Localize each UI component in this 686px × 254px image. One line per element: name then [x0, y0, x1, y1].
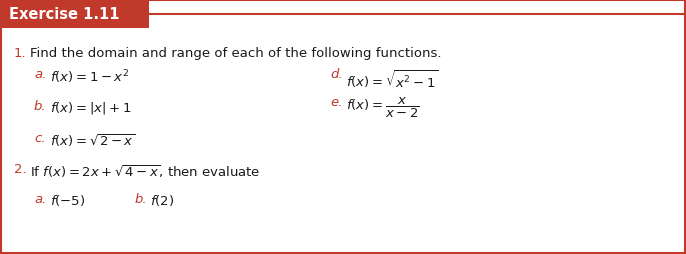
Text: a.: a.: [34, 68, 47, 81]
Text: e.: e.: [330, 96, 342, 108]
Text: 1.: 1.: [14, 47, 27, 60]
Text: $f(x) = \sqrt{x^2 - 1}$: $f(x) = \sqrt{x^2 - 1}$: [346, 68, 438, 89]
Text: $f(x) = |x| + 1$: $f(x) = |x| + 1$: [50, 100, 132, 116]
Text: $f(x) = \dfrac{x}{x-2}$: $f(x) = \dfrac{x}{x-2}$: [346, 96, 420, 120]
Text: Find the domain and range of each of the following functions.: Find the domain and range of each of the…: [30, 47, 442, 60]
Bar: [1, 1, 149, 29]
Text: If $f(x) = 2x + \sqrt{4 - x}$, then evaluate: If $f(x) = 2x + \sqrt{4 - x}$, then eval…: [30, 162, 261, 179]
Text: $f(x) = 1 - x^2$: $f(x) = 1 - x^2$: [50, 68, 129, 85]
Text: $f(2)$: $f(2)$: [150, 192, 174, 207]
Text: 2.: 2.: [14, 162, 27, 175]
Text: Exercise 1.11: Exercise 1.11: [9, 7, 119, 22]
Text: a.: a.: [34, 192, 47, 205]
Text: $f(-5)$: $f(-5)$: [50, 192, 85, 207]
Text: b.: b.: [34, 100, 47, 113]
Text: c.: c.: [34, 132, 45, 145]
Text: b.: b.: [135, 192, 147, 205]
Text: d.: d.: [330, 68, 342, 81]
Text: $f(x) = \sqrt{2 - x}$: $f(x) = \sqrt{2 - x}$: [50, 132, 135, 148]
